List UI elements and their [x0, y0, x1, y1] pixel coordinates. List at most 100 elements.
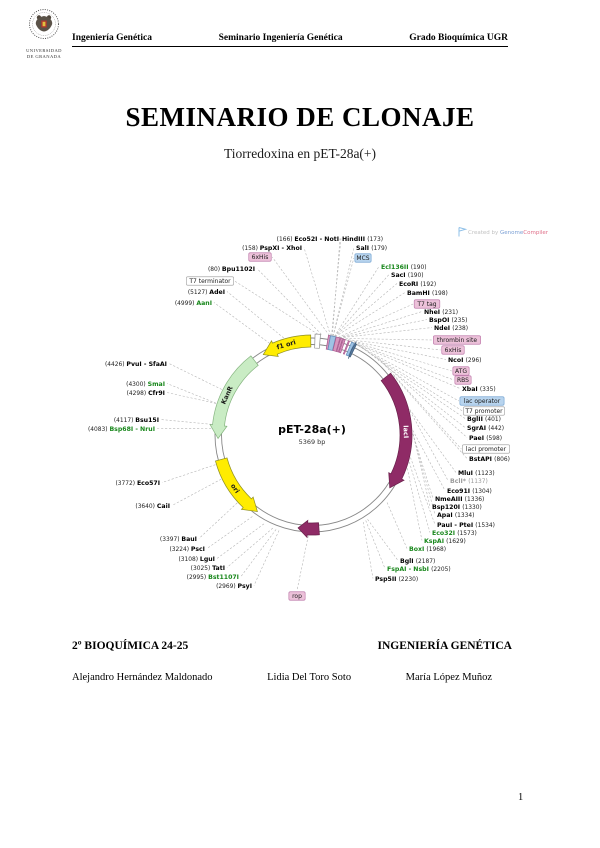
enzyme-label: BamHI (198) — [407, 290, 448, 297]
leader-line — [216, 523, 265, 559]
leader-line — [412, 434, 434, 499]
enzyme-label: (3772) Eco57I — [115, 480, 160, 487]
enzyme-label: SacI (190) — [391, 272, 424, 279]
feature-arc-f1-ori — [262, 334, 312, 357]
enzyme-label: Eco91I (1304) — [447, 488, 492, 495]
feature-badge-thrombin-site — [433, 335, 482, 345]
feature-badge-T7-terminator — [186, 276, 235, 286]
leader-line — [346, 339, 447, 360]
feature-arc-label: lacI — [402, 425, 410, 438]
enzyme-label: (3640) CaiI — [135, 503, 170, 510]
feature-arc-lacI — [380, 372, 413, 489]
leader-line — [240, 529, 277, 577]
leader-line — [334, 283, 398, 337]
leader-line — [365, 520, 386, 569]
leader-line — [334, 274, 390, 337]
enzyme-label: BclI* (1137) — [450, 478, 488, 485]
watermark-flag-icon — [458, 227, 468, 237]
leader-line — [213, 302, 270, 344]
university-name: UNIVERSIDAD DE GRANADA — [26, 48, 62, 59]
feature-arc — [297, 519, 320, 539]
leader-line — [253, 530, 280, 586]
feature-arc-ori — [215, 457, 258, 512]
feature-arc — [347, 341, 357, 359]
leader-line — [362, 521, 374, 579]
leader-line — [334, 266, 380, 337]
plasmid-name: pET-28a(+) — [278, 423, 346, 436]
university-logo: UNIVERSIDAD DE GRANADA — [24, 8, 64, 60]
enzyme-label: XbaI (335) — [462, 386, 496, 393]
feature-badge-label: T7 terminator — [188, 278, 231, 285]
feature-badge-label: 6xHis — [252, 254, 269, 261]
enzyme-label: SgrAI (442) — [467, 425, 504, 432]
leader-line — [410, 457, 436, 525]
leader-line — [412, 430, 446, 491]
enzyme-label: HindIII (173) — [342, 236, 383, 243]
plasmid-size: 5369 bp — [299, 438, 326, 446]
enzyme-label: (3025) TatI — [191, 565, 225, 572]
enzyme-label: (2995) Bst1107I — [187, 574, 239, 581]
feature-arc — [314, 333, 321, 349]
leader-line — [226, 527, 274, 568]
leader-line — [335, 292, 406, 337]
feature-badge-label: thrombin site — [437, 337, 477, 344]
enzyme-label: Bsp120I (1330) — [432, 504, 482, 511]
enzyme-label: (4300) SmaI — [126, 381, 165, 388]
feature-arc — [345, 341, 355, 357]
feature-badge-label: lac operator — [464, 398, 501, 405]
leader-line — [296, 535, 309, 591]
leader-line — [339, 327, 433, 339]
enzyme-label: (80) Bpu1102I — [208, 266, 255, 273]
page-title: SEMINARIO DE CLONAJE — [125, 102, 475, 132]
feature-badge-6xHis — [248, 252, 272, 262]
enzyme-label: (158) PspXI - XhoI — [242, 245, 302, 252]
enzyme-label: NheI (231) — [424, 309, 458, 316]
page-header: Ingeniería Genética Seminario Ingeniería… — [72, 33, 508, 47]
feature-badge-label: 6xHis — [445, 347, 462, 354]
feature-arc — [332, 336, 341, 352]
leader-line — [407, 468, 423, 541]
footer-authors: Alejandro Hernández Maldonado Lidia Del … — [72, 672, 492, 683]
leader-line — [332, 238, 341, 337]
feature-badge-label: lacI promoter — [466, 446, 507, 453]
feature-badge-lacI-promoter — [462, 444, 511, 454]
leader-line — [352, 342, 460, 402]
leader-line — [256, 268, 322, 335]
leader-line — [166, 392, 217, 404]
feature-badge-6xHis — [441, 345, 465, 355]
enzyme-label: PauI - PteI (1534) — [437, 522, 495, 529]
leader-line — [393, 375, 468, 459]
enzyme-label: KspAI (1629) — [424, 538, 466, 545]
leader-line — [376, 357, 468, 438]
feature-badge-T7-promoter — [463, 406, 505, 416]
leader-line — [409, 409, 457, 473]
leader-line — [206, 516, 253, 549]
feature-badge-label: T7 tag — [416, 301, 436, 308]
enzyme-label: SalI (179) — [356, 245, 387, 252]
feature-arc-KanR — [209, 355, 259, 440]
leader-line — [198, 502, 238, 539]
enzyme-label: (4117) Bsu15I — [114, 417, 159, 424]
leader-line — [357, 344, 466, 419]
leader-line — [226, 291, 284, 339]
page-subtitle: Tiorredoxina en pET-28a(+) — [223, 146, 377, 161]
author-1: Alejandro Hernández Maldonado — [72, 672, 213, 683]
leader-line — [386, 502, 408, 549]
enzyme-label: (4426) PvuI - SfaAI — [105, 361, 167, 368]
leader-line — [355, 343, 463, 412]
feature-badge-label: RBS — [457, 377, 469, 384]
enzyme-label: (3108) LguI — [178, 556, 215, 563]
feature-badge-label: rop — [292, 593, 302, 600]
author-3: María López Muñoz — [405, 672, 492, 683]
enzyme-label: ApaI (1334) — [437, 512, 474, 519]
watermark-text: Created by GenomeCompiler — [468, 230, 549, 236]
enzyme-label: NcoI (296) — [448, 357, 481, 364]
leader-line — [348, 340, 454, 381]
leader-line — [412, 433, 431, 507]
enzyme-label: (3397) BauI — [160, 536, 197, 543]
leader-line — [332, 247, 355, 337]
enzyme-label: BoxI (1968) — [409, 546, 446, 553]
enzyme-label: BglII (401) — [467, 416, 501, 423]
